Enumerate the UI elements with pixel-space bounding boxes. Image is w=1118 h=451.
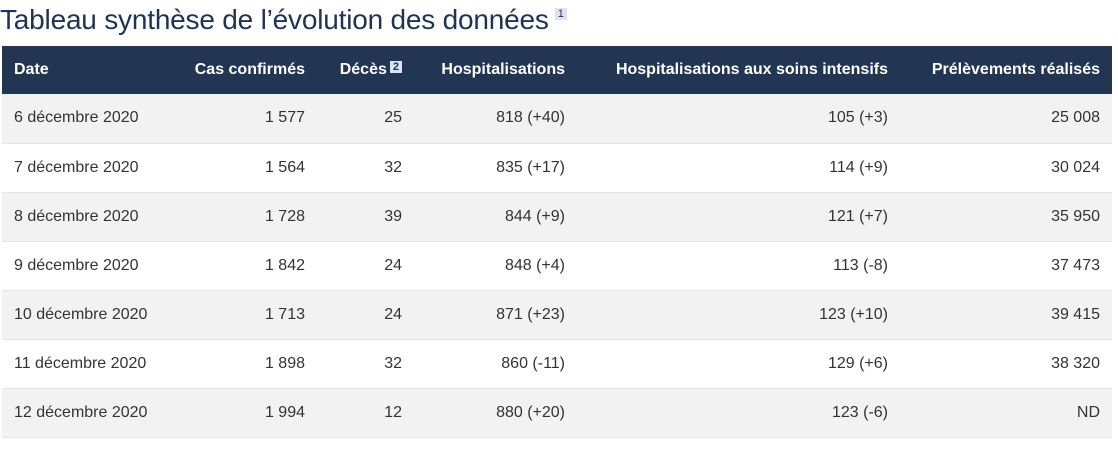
cell-si: 114 (+9) <box>829 158 888 176</box>
cell-hosp: 844 (+9) <box>504 207 565 225</box>
cell-deces: 32 <box>384 158 402 176</box>
cell-prel: ND <box>1076 403 1100 421</box>
data-table: Date Cas confirmés Décès 2 Hospitalisatio… <box>2 46 1112 438</box>
table-row: 8 décembre 2020 1 728 39 844 (+9) 121 (+7) 35… <box>2 192 1112 241</box>
cell-cas: 1 898 <box>264 354 305 372</box>
deces-footnote-link[interactable]: 2 <box>389 61 402 73</box>
cell-deces: 25 <box>384 109 402 127</box>
cell-si: 123 (-6) <box>831 403 888 421</box>
cell-prel: 38 320 <box>1051 354 1100 372</box>
table-row: 7 décembre 2020 1 564 32 835 (+17) 114 (+9) 3… <box>2 143 1112 192</box>
column-header-hosp: Hospitalisations <box>441 61 565 78</box>
title-row: Tableau synthèse de l’évolution des donn… <box>0 2 567 40</box>
table-row: 10 décembre 2020 1 713 24 871 (+23) 123 (+10… <box>2 290 1112 339</box>
column-header-date: Date <box>14 61 49 78</box>
cell-prel: 35 950 <box>1051 207 1100 225</box>
cell-prel: 25 008 <box>1051 109 1100 127</box>
cell-date: 11 décembre 2020 <box>14 354 147 372</box>
column-header-cas: Cas confirmés <box>194 61 305 78</box>
cell-date: 6 décembre 2020 <box>14 109 139 127</box>
cell-cas: 1 577 <box>264 109 305 127</box>
cell-hosp: 848 (+4) <box>504 256 565 274</box>
table-header: Date Cas confirmés Décès 2 Hospitalisatio… <box>2 46 1112 94</box>
cell-si: 129 (+6) <box>827 354 888 372</box>
cell-date: 8 décembre 2020 <box>14 207 139 225</box>
cell-date: 12 décembre 2020 <box>14 403 148 421</box>
cell-cas: 1 728 <box>264 207 305 225</box>
cell-deces: 32 <box>384 354 402 372</box>
cell-deces: 24 <box>384 256 402 274</box>
cell-hosp: 835 (+17) <box>496 158 565 176</box>
table-row: 11 décembre 2020 1 898 32 860 (-11) 129 (+6)… <box>2 339 1112 388</box>
cell-si: 105 (+3) <box>827 109 888 127</box>
column-header-prel: Prélèvements réalisés <box>931 61 1100 78</box>
cell-date: 7 décembre 2020 <box>14 158 139 176</box>
cell-date: 10 décembre 2020 <box>14 305 148 323</box>
page-title: Tableau synthèse de l’évolution des donn… <box>0 4 549 35</box>
cell-cas: 1 994 <box>264 403 305 421</box>
table-row: 9 décembre 2020 1 842 24 848 (+4) 113 (-8) 37… <box>2 241 1112 290</box>
cell-hosp: 880 (+20) <box>496 403 565 421</box>
cell-hosp: 860 (-11) <box>501 354 565 372</box>
cell-si: 121 (+7) <box>827 207 888 225</box>
cell-deces: 39 <box>384 207 402 225</box>
cell-cas: 1 713 <box>264 305 305 323</box>
table-body: 6 décembre 2020 1 577 25 818 (+40) 105 (+3) 2… <box>2 94 1112 437</box>
table-row: 6 décembre 2020 1 577 25 818 (+40) 105 (+3) 2… <box>2 94 1112 143</box>
cell-cas: 1 564 <box>264 158 305 176</box>
header-row: Date Cas confirmés Décès 2 Hospitalisatio… <box>2 46 1112 94</box>
cell-si: 123 (+10) <box>819 305 888 323</box>
cell-deces: 12 <box>384 403 402 421</box>
cell-prel: 39 415 <box>1051 305 1100 323</box>
cell-date: 9 décembre 2020 <box>14 256 139 274</box>
cell-deces: 24 <box>384 305 402 323</box>
cell-si: 113 (-8) <box>833 256 888 274</box>
table-row: 12 décembre 2020 1 994 12 880 (+20) 123 (-6)… <box>2 388 1112 437</box>
cell-prel: 30 024 <box>1051 158 1100 176</box>
column-header-deces: Décès 2 <box>317 46 414 94</box>
cell-hosp: 818 (+40) <box>496 109 565 127</box>
cell-hosp: 871 (+23) <box>496 305 565 323</box>
title-footnote-link[interactable]: 1 <box>554 8 567 20</box>
cell-cas: 1 842 <box>264 256 305 274</box>
column-header-si: Hospitalisations aux soins intensifs <box>615 61 888 78</box>
cell-prel: 37 473 <box>1051 256 1100 274</box>
